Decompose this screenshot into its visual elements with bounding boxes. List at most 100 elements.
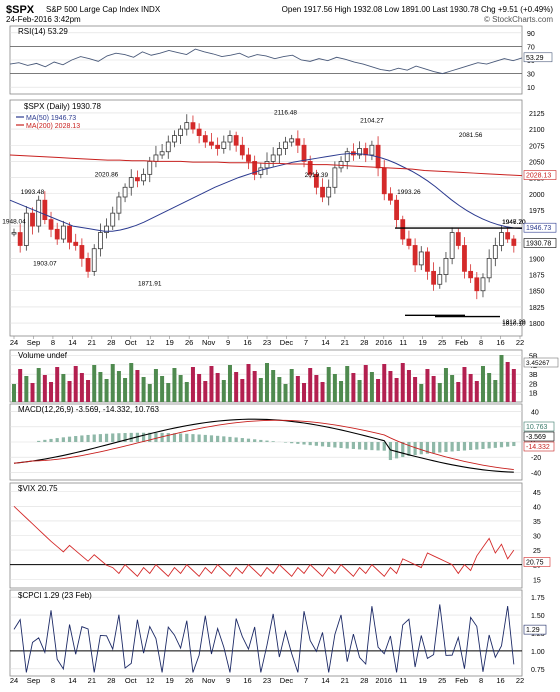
macd-tick: 40	[531, 410, 539, 417]
x-label: 19	[166, 338, 174, 347]
volume-bar	[407, 370, 411, 402]
vix-title: $VIX 20.75	[18, 484, 58, 493]
candle	[462, 245, 466, 271]
macd-histogram-bar	[302, 442, 305, 445]
candle	[271, 155, 275, 161]
volume-bar	[265, 363, 269, 402]
macd-histogram-bar	[444, 442, 447, 452]
macd-histogram-bar	[37, 441, 40, 442]
price-right-label: 2028.13	[526, 173, 551, 180]
macd-histogram-bar	[457, 442, 460, 451]
candle	[499, 233, 503, 246]
x-label-bottom: 19	[419, 676, 427, 685]
volume-bar	[493, 380, 497, 402]
price-tick: 1875	[529, 273, 545, 280]
volume-bar	[160, 376, 164, 402]
volume-bar	[240, 379, 244, 402]
volume-title: Volume undef	[18, 351, 68, 360]
candle	[512, 239, 516, 245]
candle	[506, 233, 510, 239]
x-label-bottom: Feb	[455, 676, 468, 685]
volume-bar	[358, 380, 362, 402]
volume-bar	[333, 374, 337, 402]
price-tick: 2100	[529, 127, 545, 134]
volume-bar	[172, 368, 176, 402]
candle	[203, 136, 207, 142]
macd-histogram-bar	[191, 434, 194, 442]
macd-histogram-bar	[228, 437, 231, 442]
volume-tick: 3B	[529, 372, 538, 379]
macd-histogram-bar	[265, 441, 268, 442]
macd-histogram-bar	[333, 442, 336, 448]
x-label: 14	[321, 338, 329, 347]
volume-bar	[506, 362, 510, 402]
candle	[129, 178, 133, 188]
candle	[86, 258, 90, 271]
macd-histogram-bar	[315, 442, 318, 446]
x-label-bottom: 21	[341, 676, 349, 685]
macd-histogram-bar	[167, 433, 170, 442]
macd-histogram-bar	[309, 442, 312, 445]
volume-bar	[413, 377, 417, 402]
macd-histogram-bar	[401, 442, 404, 457]
volume-bar	[148, 384, 152, 402]
candle	[191, 123, 195, 129]
x-label: 24	[10, 338, 18, 347]
volume-bar	[512, 369, 516, 402]
macd-histogram-bar	[235, 437, 238, 442]
price-tick: 2000	[529, 192, 545, 199]
volume-bar	[111, 364, 115, 402]
candle	[216, 145, 220, 148]
macd-histogram-bar	[154, 433, 157, 442]
x-label-bottom: 8	[51, 676, 55, 685]
cpci-title: $CPCI 1.29 (23 Feb)	[18, 591, 92, 600]
volume-bar	[68, 381, 72, 402]
macd-histogram-bar	[370, 442, 373, 450]
x-label-bottom: 26	[185, 676, 193, 685]
candle	[43, 200, 47, 219]
x-label: 14	[68, 338, 76, 347]
volume-bar	[382, 364, 386, 402]
macd-histogram-bar	[117, 433, 120, 442]
volume-bar	[351, 373, 355, 402]
macd-histogram-bar	[346, 442, 349, 449]
volume-bar	[401, 363, 405, 402]
price-annotation: 2116.48	[274, 109, 297, 116]
volume-bar	[444, 368, 448, 402]
macd-histogram-bar	[376, 442, 379, 450]
volume-bar	[191, 367, 195, 402]
candle	[407, 239, 411, 245]
candle	[31, 213, 35, 226]
candle	[98, 233, 102, 249]
candle	[197, 129, 201, 135]
price-tick: 2075	[529, 143, 545, 150]
macd-histogram-bar	[506, 442, 509, 447]
x-label-bottom: 22	[516, 676, 524, 685]
candle	[302, 145, 306, 161]
candle	[154, 155, 158, 161]
price-annotation: 1948.04	[2, 218, 26, 225]
macd-histogram-bar	[296, 442, 299, 444]
x-label-bottom: Sep	[27, 676, 40, 685]
volume-bar	[216, 373, 220, 402]
volume-bar	[222, 380, 226, 402]
volume-bar	[321, 382, 325, 402]
candle	[12, 233, 16, 235]
price-tick: 1900	[529, 256, 545, 263]
volume-bar	[98, 372, 102, 402]
cpci-tick: 1.75	[531, 595, 545, 602]
volume-bar	[55, 367, 59, 402]
candle	[493, 245, 497, 258]
candle	[240, 145, 244, 155]
x-label-bottom: 8	[479, 676, 483, 685]
x-label-bottom: Nov	[202, 676, 216, 685]
cpci-tick: 1.50	[531, 613, 545, 620]
vix-tick: 15	[533, 577, 541, 584]
macd-histogram-bar	[86, 435, 89, 442]
candle	[413, 245, 417, 264]
macd-histogram-bar	[420, 442, 423, 454]
volume-bar	[12, 384, 16, 402]
volume-bar	[271, 370, 275, 402]
volume-bar	[290, 369, 294, 402]
